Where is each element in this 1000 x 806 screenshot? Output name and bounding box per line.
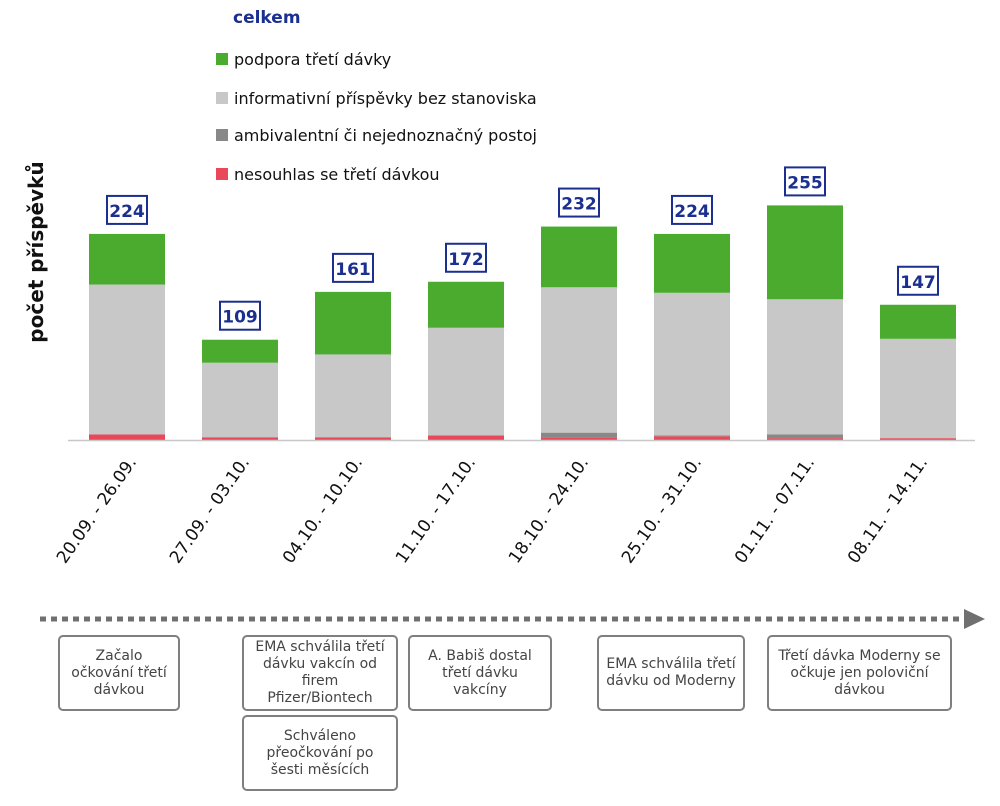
total-label-box <box>445 242 487 273</box>
legend-swatch-disagree <box>216 168 228 180</box>
total-label: 109 <box>222 308 258 328</box>
legend-label-ambivalent: ambivalentní či nejednoznačný postoj <box>234 125 537 145</box>
total-label: 172 <box>448 250 484 270</box>
timeline-event-babis: A. Babiš dostal třetí dávku vakcíny <box>408 635 552 711</box>
total-label-box <box>558 187 600 218</box>
legend-swatch-ambivalent <box>216 129 228 141</box>
bar-segment <box>541 287 617 433</box>
y-axis-label: počet příspěvků <box>24 161 48 343</box>
timeline-event-ema-moderna: EMA schválila třetí dávku od Moderny <box>597 635 745 711</box>
bar-segment <box>767 438 843 440</box>
bar-segment <box>880 438 956 440</box>
bar-segment <box>202 362 278 438</box>
bar-segment <box>880 304 956 339</box>
legend-item-disagree: nesouhlas se třetí dávkou <box>216 163 440 185</box>
legend-swatch-support <box>216 53 228 65</box>
timeline-event-booster-six-months: Schváleno přeočkování po šesti měsících <box>242 715 398 791</box>
bar-segment <box>767 434 843 439</box>
bar-segment <box>541 226 617 288</box>
bar-segment <box>654 436 730 440</box>
bar-segment <box>315 437 391 440</box>
x-tick-label: 08.11. - 14.11. <box>844 453 932 567</box>
x-tick-label: 01.11. - 07.11. <box>731 453 819 567</box>
legend-title: celkem <box>233 8 301 28</box>
total-label-box <box>219 300 261 331</box>
bar-segment <box>654 435 730 437</box>
total-label: 224 <box>674 202 710 222</box>
total-label-box <box>106 194 148 225</box>
bar-segment <box>315 291 391 355</box>
bar-segment <box>767 299 843 435</box>
total-label-box <box>671 194 713 225</box>
legend-label-support: podpora třetí dávky <box>234 49 392 69</box>
x-tick-label: 20.09. - 26.09. <box>53 453 141 567</box>
timeline-arrow-head <box>964 609 985 629</box>
bar-segment <box>202 437 278 440</box>
timeline-event-start: Začalo očkování třetí dávkou <box>58 635 180 711</box>
x-tick-label: 04.10. - 10.10. <box>279 453 367 567</box>
x-tick-label: 25.10. - 31.10. <box>618 453 706 567</box>
total-label-box <box>332 252 374 283</box>
bar-segment <box>428 281 504 328</box>
total-label: 224 <box>109 202 145 222</box>
bar-segment <box>541 432 617 438</box>
bar-segment <box>89 233 165 285</box>
x-tick-label: 27.09. - 03.10. <box>166 453 254 567</box>
bar-segment <box>767 205 843 300</box>
bar-segment <box>89 284 165 435</box>
legend-swatch-informative <box>216 92 228 104</box>
x-tick-label: 11.10. - 17.10. <box>392 453 480 567</box>
total-label: 232 <box>561 195 597 215</box>
legend-label-disagree: nesouhlas se třetí dávkou <box>234 164 440 184</box>
total-label: 147 <box>900 273 936 293</box>
total-label-box <box>897 265 939 296</box>
legend-item-informative: informativní příspěvky bez stanoviska <box>216 87 537 109</box>
legend-item-support: podpora třetí dávky <box>216 48 391 70</box>
bar-segment <box>654 292 730 436</box>
timeline-event-moderna-half: Třetí dávka Moderny se očkuje jen polovi… <box>767 635 952 711</box>
legend-item-ambivalent: ambivalentní či nejednoznačný postoj <box>216 124 537 146</box>
bar-segment <box>202 339 278 363</box>
timeline-event-ema-pfizer: EMA schválila třetí dávku vakcín od fire… <box>242 635 398 711</box>
bar-segment <box>880 338 956 439</box>
legend-label-informative: informativní příspěvky bez stanoviska <box>234 88 537 108</box>
total-label: 161 <box>335 260 371 280</box>
bar-segment <box>315 354 391 438</box>
x-tick-label: 18.10. - 24.10. <box>505 453 593 567</box>
bar-segment <box>428 435 504 440</box>
total-label-box <box>784 166 826 197</box>
bar-segment <box>428 327 504 436</box>
total-label: 255 <box>787 173 823 193</box>
bar-segment <box>654 233 730 293</box>
bar-segment <box>89 434 165 440</box>
bar-segment <box>541 437 617 440</box>
